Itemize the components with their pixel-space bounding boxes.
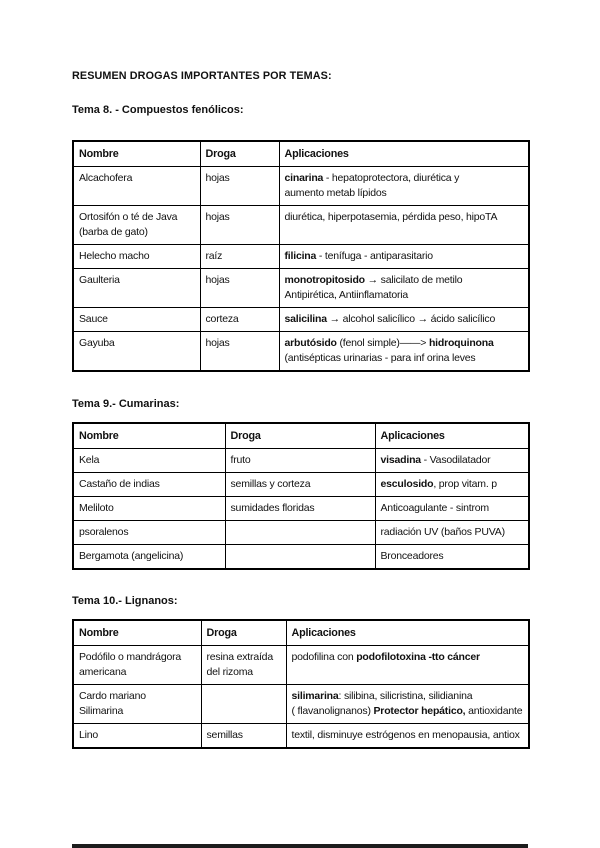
table-cell: silimarina: silibina, silicristina, sili…: [285, 684, 530, 724]
table-row: Castaño de indias semillas y corteza escul…: [72, 472, 530, 497]
column-header: Nombre: [72, 619, 202, 646]
column-header: Nombre: [72, 140, 201, 167]
table-cell: Podófilo o mandrágora americana: [72, 645, 202, 685]
table-cell: Gayuba: [72, 331, 201, 372]
table-cell: resina extraída del rizoma: [200, 645, 287, 685]
table-row: Podófilo o mandrágora americana resina ex…: [72, 645, 530, 685]
table-cell: Alcachofera: [72, 166, 201, 206]
column-header: Aplicaciones: [278, 140, 530, 167]
table-cell: cinarina - hepatoprotectora, diurética y…: [278, 166, 530, 206]
header-row: Nombre Droga Aplicaciones: [72, 619, 530, 646]
table-cell: Gaulteria: [72, 268, 201, 308]
table-cell: arbutósido (fenol simple)——> hidroquinon…: [278, 331, 530, 372]
table-cell: fruto: [224, 448, 376, 473]
section-heading-tema-10: Tema 10.- Lignanos:: [72, 595, 178, 607]
table-cell: esculosido, prop vitam. p: [374, 472, 530, 497]
table-cell: semillas: [200, 723, 287, 749]
table-row: Meliloto sumidades floridas Anticoagulante…: [72, 496, 530, 521]
table-cell: hojas: [199, 331, 280, 372]
table-row: Sauce corteza salicilina → alcohol salicíl…: [72, 307, 530, 332]
table-cell: Kela: [72, 448, 226, 473]
column-header: Droga: [200, 619, 287, 646]
coumarins-table: Nombre Droga Aplicaciones Kela fruto visadina…: [72, 422, 530, 570]
column-header: Droga: [224, 422, 376, 449]
table-row: Gaulteria hojas monotropitosido → salicila…: [72, 268, 530, 308]
table-cell: sumidades floridas: [224, 496, 376, 521]
table-row: Kela fruto visadina - Vasodilatador: [72, 448, 530, 473]
table-cell: [224, 544, 376, 570]
section-heading-tema-8: Tema 8. - Compuestos fenólicos:: [72, 104, 244, 116]
table-cell: Cardo mariano Silimarina: [72, 684, 202, 724]
table-cell: Anticoagulante - sintrom: [374, 496, 530, 521]
table-cell: textil, disminuye estrógenos en menopaus…: [285, 723, 530, 749]
table-cell: [200, 684, 287, 724]
table-cell: psoralenos: [72, 520, 226, 545]
table-cell: hojas: [199, 205, 280, 245]
next-table-cutoff-border: [72, 844, 528, 848]
table-row: psoralenos radiación UV (baños PUVA): [72, 520, 530, 545]
table-cell: hojas: [199, 268, 280, 308]
table-row: Alcachofera hojas cinarina - hepatoprotect…: [72, 166, 530, 206]
table-row: Bergamota (angelicina) Bronceadores: [72, 544, 530, 570]
table-cell: monotropitosido → salicilato de metilo A…: [278, 268, 530, 308]
table-cell: semillas y corteza: [224, 472, 376, 497]
section-tema-8: Tema 8. - Compuestos fenólicos: Nombre Dr…: [72, 103, 530, 372]
table-row: Helecho macho raíz filicina - tenífuga - a…: [72, 244, 530, 269]
table-row: Lino semillas textil, disminuye estrógenos…: [72, 723, 530, 749]
document-page: RESUMEN DROGAS IMPORTANTES POR TEMAS: Te…: [72, 70, 530, 749]
column-header: Aplicaciones: [285, 619, 530, 646]
table-cell: podofilina con podofilotoxina -tto cánce…: [285, 645, 530, 685]
phenolic-compounds-table: Nombre Droga Aplicaciones Alcachofera hojas c…: [72, 140, 530, 372]
section-tema-10: Tema 10.- Lignanos: Nombre Droga Aplicacio…: [72, 594, 530, 749]
table-cell: raíz: [199, 244, 280, 269]
table-cell: Sauce: [72, 307, 201, 332]
table-cell: Castaño de indias: [72, 472, 226, 497]
header-row: Nombre Droga Aplicaciones: [72, 140, 530, 167]
table-row: Cardo mariano Silimarina silimarina: sili…: [72, 684, 530, 724]
table-cell: hojas: [199, 166, 280, 206]
table-cell: radiación UV (baños PUVA): [374, 520, 530, 545]
header-row: Nombre Droga Aplicaciones: [72, 422, 530, 449]
document-title: RESUMEN DROGAS IMPORTANTES POR TEMAS:: [72, 70, 332, 82]
table-cell: corteza: [199, 307, 280, 332]
table-cell: Ortosifón o té de Java (barba de gato): [72, 205, 201, 245]
lignans-table: Nombre Droga Aplicaciones Podófilo o mandrá…: [72, 619, 530, 749]
column-header: Aplicaciones: [374, 422, 530, 449]
table-cell: [224, 520, 376, 545]
table-row: Gayuba hojas arbutósido (fenol simple)——> …: [72, 331, 530, 372]
table-cell: visadina - Vasodilatador: [374, 448, 530, 473]
column-header: Droga: [199, 140, 280, 167]
table-cell: Bronceadores: [374, 544, 530, 570]
section-tema-9: Tema 9.- Cumarinas: Nombre Droga Aplicacio…: [72, 397, 530, 570]
table-cell: Lino: [72, 723, 202, 749]
section-heading-tema-9: Tema 9.- Cumarinas:: [72, 398, 180, 410]
table-cell: filicina - tenífuga - antiparasitario: [278, 244, 530, 269]
column-header: Nombre: [72, 422, 226, 449]
table-cell: salicilina → alcohol salicílico → ácido …: [278, 307, 530, 332]
table-cell: Meliloto: [72, 496, 226, 521]
table-cell: Bergamota (angelicina): [72, 544, 226, 570]
table-row: Ortosifón o té de Java (barba de gato) ho…: [72, 205, 530, 245]
table-cell: diurética, hiperpotasemia, pérdida peso,…: [278, 205, 530, 245]
table-cell: Helecho macho: [72, 244, 201, 269]
